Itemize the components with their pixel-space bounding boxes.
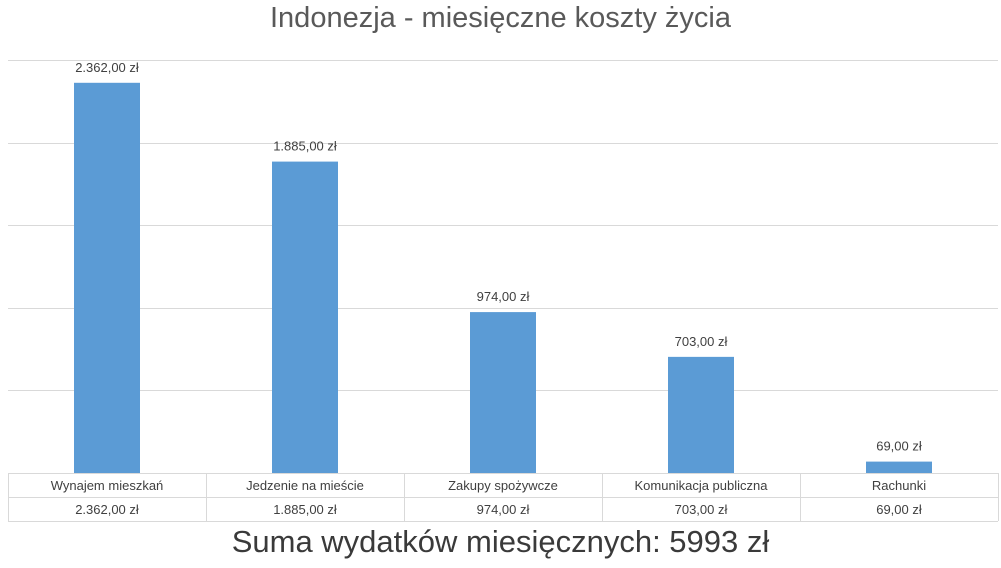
category-label-2: Jedzenie na mieście — [246, 478, 364, 493]
bar-1 — [74, 82, 140, 473]
table-value-1: 2.362,00 zł — [75, 502, 139, 517]
bar-2 — [272, 161, 338, 473]
bar-5 — [866, 461, 932, 473]
category-label-1: Wynajem mieszkań — [51, 478, 164, 493]
table-value-4: 703,00 zł — [675, 502, 728, 517]
table-value-3: 974,00 zł — [477, 502, 530, 517]
category-label-4: Komunikacja publiczna — [635, 478, 769, 493]
data-label-3: 974,00 zł — [477, 289, 530, 304]
table-value-5: 69,00 zł — [876, 502, 922, 517]
bar-3 — [470, 312, 536, 473]
bar-4 — [668, 356, 734, 473]
gridlines — [8, 60, 998, 391]
category-label-5: Rachunki — [872, 478, 926, 493]
data-labels: 2.362,00 zł 1.885,00 zł 974,00 zł 703,00 zł… — [75, 60, 922, 454]
data-label-5: 69,00 zł — [876, 439, 922, 454]
data-label-4: 703,00 zł — [675, 334, 728, 349]
monthly-total-summary: Suma wydatków miesięcznych: 5993 zł — [231, 524, 770, 559]
chart-title: Indonezja - miesięczne koszty życia — [270, 2, 731, 34]
table-value-2: 1.885,00 zł — [273, 502, 337, 517]
data-table: Wynajem mieszkań 2.362,00 zł Jedzenie na m… — [8, 473, 999, 522]
bars — [74, 82, 932, 473]
data-label-1: 2.362,00 zł — [75, 60, 139, 75]
category-label-3: Zakupy spożywcze — [448, 478, 558, 493]
data-label-2: 1.885,00 zł — [273, 139, 337, 154]
